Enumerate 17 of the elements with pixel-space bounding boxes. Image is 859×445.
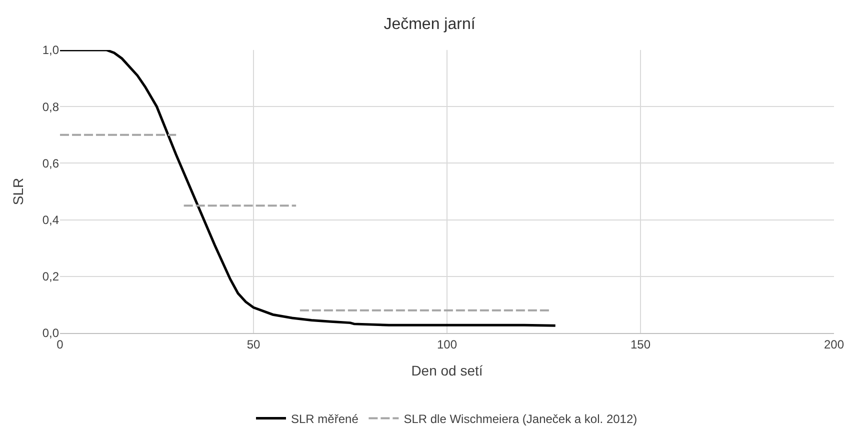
x-tick-label: 150 <box>630 337 651 352</box>
y-tick-label: 0,0 <box>42 326 60 340</box>
legend-label: SLR dle Wischmeiera (Janeček a kol. 2012) <box>404 412 638 426</box>
y-tick-label: 1,0 <box>42 43 60 58</box>
y-tick-label: 0,8 <box>42 100 60 114</box>
legend-label: SLR měřené <box>291 412 359 426</box>
line-series <box>60 50 557 327</box>
x-axis-title: Den od setí <box>411 362 483 379</box>
x-tick-label: 0 <box>56 337 64 352</box>
x-tick-label: 50 <box>246 337 260 352</box>
y-axis-title: SLR <box>10 178 26 206</box>
chart-title: Ječmen jarní <box>384 16 476 33</box>
y-tick-label: 0,6 <box>42 156 60 170</box>
x-tick-label: 100 <box>436 337 458 352</box>
x-tick-label: 200 <box>824 337 844 352</box>
y-tick-label: 0,4 <box>42 213 60 227</box>
y-tick-label: 0,2 <box>42 270 60 284</box>
